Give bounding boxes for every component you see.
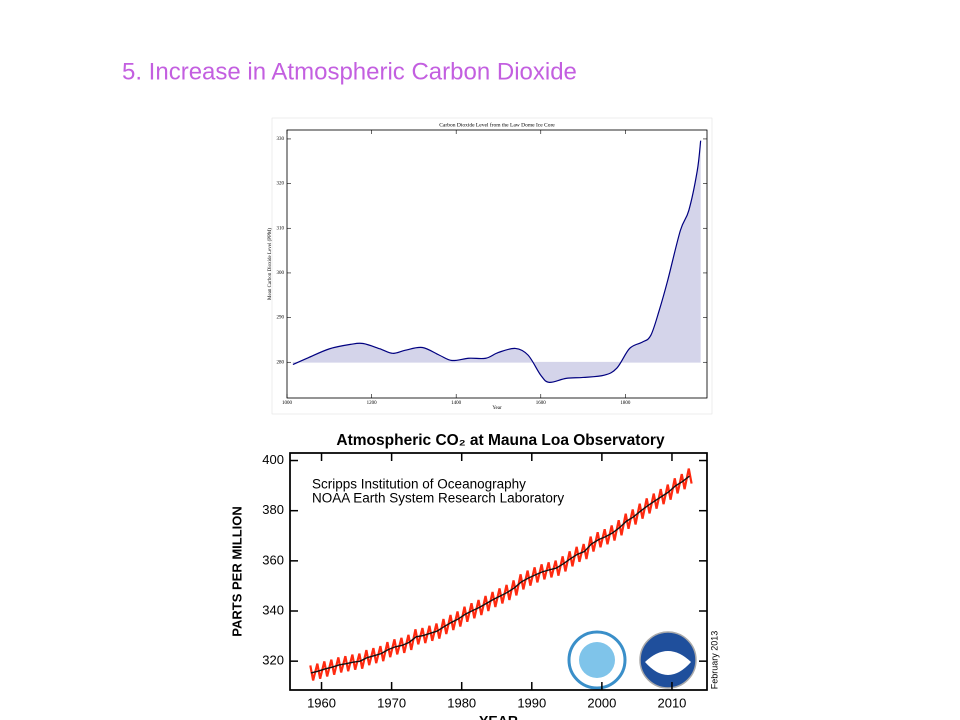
y-tick-label: 290 <box>277 316 285 321</box>
x-tick-label: 2010 <box>657 695 686 710</box>
y-tick-label: 310 <box>277 226 285 231</box>
plot-frame <box>286 129 708 399</box>
slide-title: 5. Increase in Atmospheric Carbon Dioxid… <box>122 58 577 85</box>
chart: 280 290 300 310 320 330 1000 1200 1400 1600 1800 Ca… <box>268 121 708 411</box>
y-tick-label: 320 <box>277 182 285 187</box>
data-line <box>310 475 690 674</box>
y-tick-label: 300 <box>277 271 285 276</box>
x-tick-label: 1000 <box>282 401 293 406</box>
y-tick-label: 340 <box>262 602 284 617</box>
chart-title: Atmospheric CO₂ at Mauna Loa Observatory <box>336 432 665 449</box>
x-tick-label: 1980 <box>447 695 476 710</box>
x-tick-label: 1960 <box>307 695 336 710</box>
x-tick-label: 2000 <box>587 695 616 710</box>
y-tick-label: 330 <box>277 137 285 142</box>
x-tick-label: 1800 <box>620 401 631 406</box>
chart-frame <box>271 117 713 415</box>
x-tick-label: 1600 <box>536 401 547 406</box>
y-axis-label: PARTS PER MILLION <box>229 506 244 636</box>
noaa-logo-bird <box>645 651 691 675</box>
y-tick-label: 280 <box>277 360 285 365</box>
x-axis-label: YEAR <box>479 713 518 720</box>
y-tick-label: 400 <box>262 452 284 467</box>
x-tick-label: 1970 <box>377 695 406 710</box>
x-axis-label: Year <box>492 406 502 411</box>
data-line <box>292 140 702 383</box>
x-tick-label: 1400 <box>451 401 462 406</box>
plot-frame <box>289 452 708 691</box>
annotation: Scripps Institution of Oceanography <box>312 477 526 492</box>
chart: 320 340 360 380 400 1960 1970 1980 1990 2000 2010 A… <box>229 432 719 720</box>
date-note: February 2013 <box>709 631 719 690</box>
x-tick-label: 1990 <box>517 695 546 710</box>
y-tick-label: 320 <box>262 653 284 668</box>
chart-title: Carbon Dioxide Level from the Law Dome I… <box>439 121 555 128</box>
noaa-logos <box>567 630 697 690</box>
y-tick-label: 360 <box>262 552 284 567</box>
annotation: NOAA Earth System Research Laboratory <box>312 491 564 506</box>
scripps-logo-inner <box>579 642 615 678</box>
x-tick-label: 1200 <box>367 401 378 406</box>
y-tick-label: 380 <box>262 502 284 517</box>
y-axis-label: Mean Carbon Dioxide Level (PPM) <box>268 228 273 300</box>
area-fill <box>292 140 701 383</box>
